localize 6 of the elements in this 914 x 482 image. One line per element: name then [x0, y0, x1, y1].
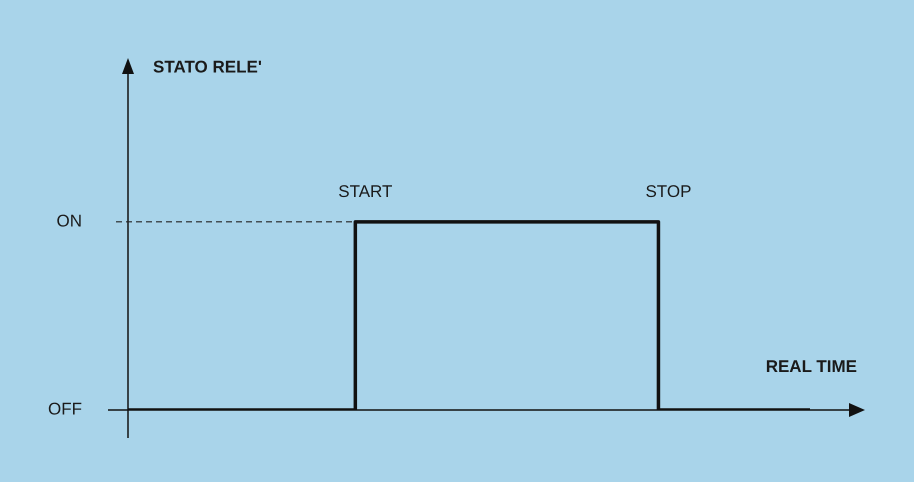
text: OFF	[48, 400, 82, 419]
text: START	[338, 182, 392, 201]
text: STOP	[645, 182, 692, 201]
text: ON	[56, 212, 82, 231]
x-axis-title: REAL TIME	[766, 357, 857, 376]
text: STATO RELE'	[153, 58, 262, 77]
